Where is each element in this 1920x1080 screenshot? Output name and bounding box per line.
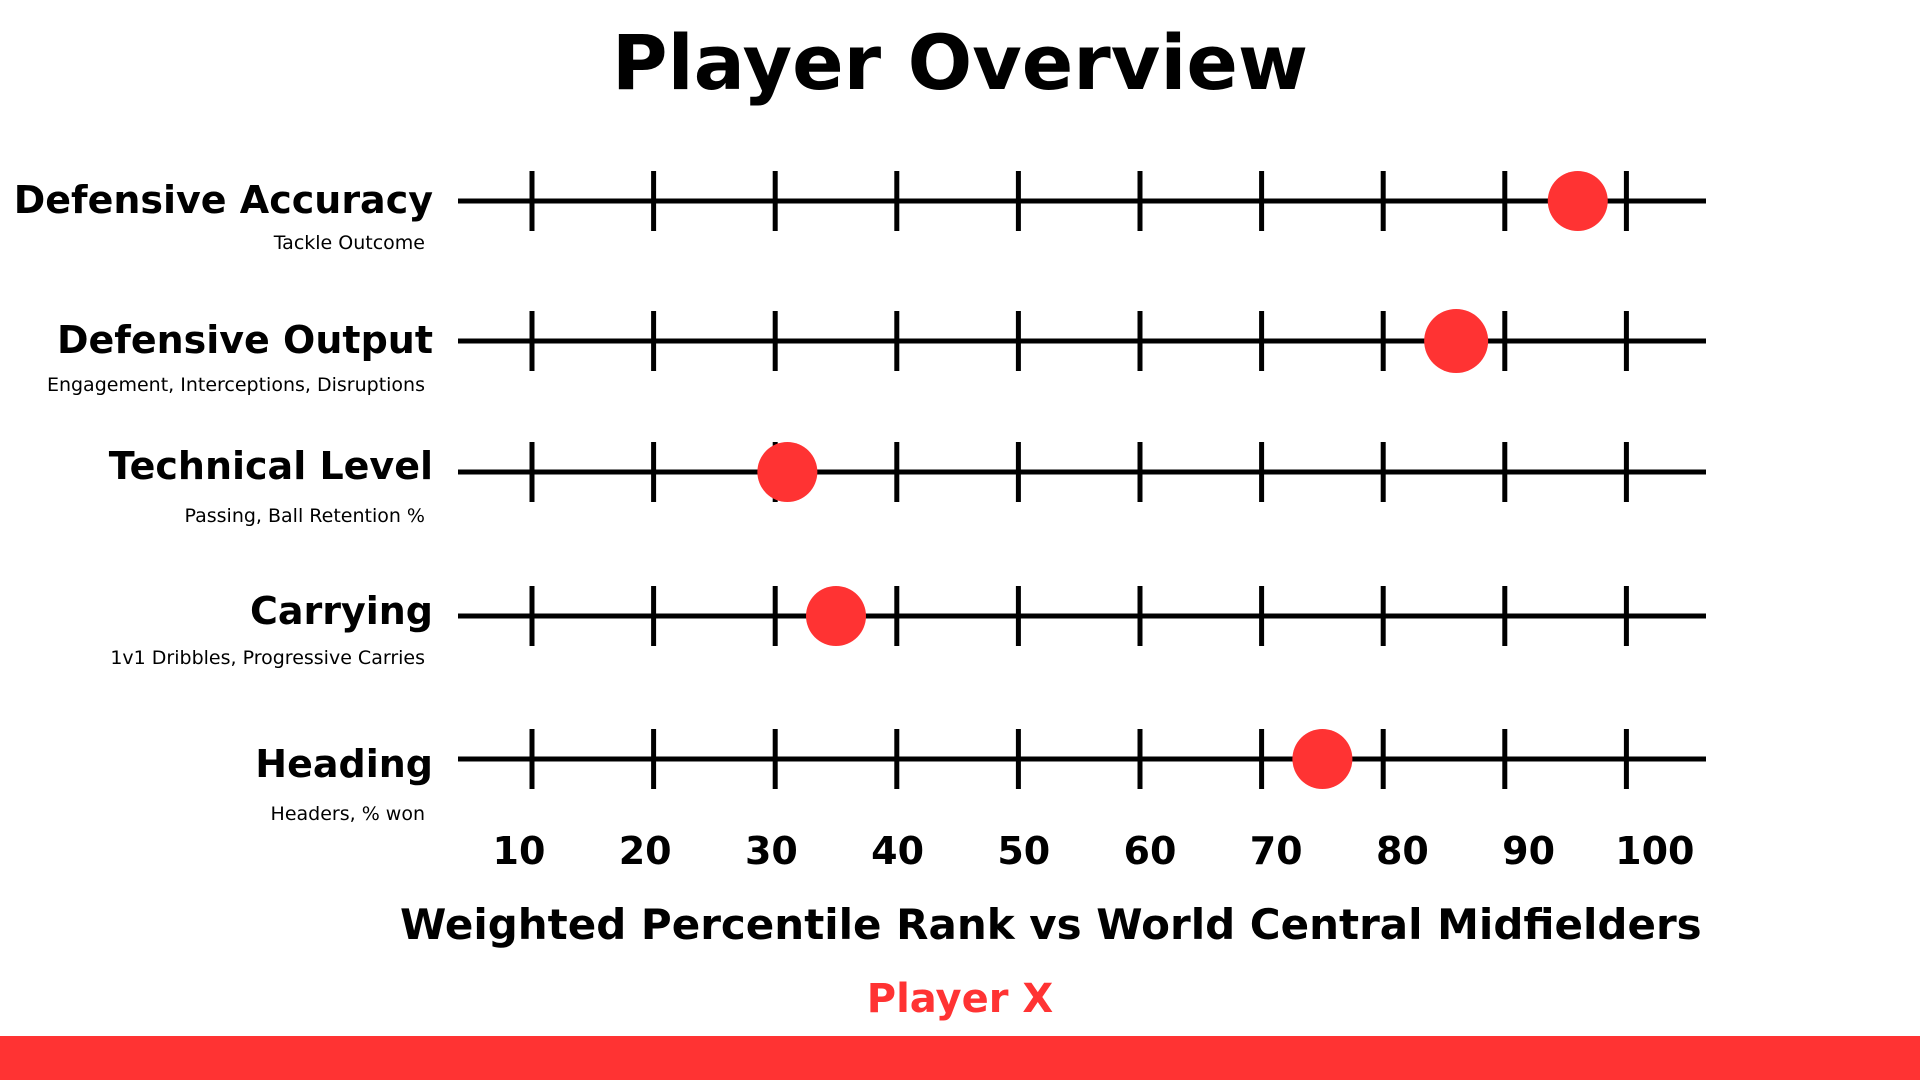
category-sublabel: Engagement, Interceptions, Disruptions <box>46 374 425 396</box>
data-point <box>1547 171 1608 231</box>
category-sublabel: Tackle Outcome <box>273 232 425 254</box>
x-tick-label: 20 <box>618 829 672 873</box>
category-label: Defensive Accuracy <box>13 178 433 222</box>
x-tick-label: 80 <box>1375 829 1429 873</box>
x-tick-label: 10 <box>492 829 546 873</box>
x-tick-label: 40 <box>871 829 925 873</box>
data-point <box>1424 309 1489 373</box>
category-label: Carrying <box>249 589 433 633</box>
footer-bar <box>0 1036 1920 1080</box>
category-sublabel: Headers, % won <box>270 803 425 825</box>
category-label: Technical Level <box>108 444 433 488</box>
chart-title: Player Overview <box>611 18 1309 107</box>
x-tick-label: 70 <box>1249 829 1303 873</box>
x-tick-label: 30 <box>744 829 798 873</box>
data-point <box>1292 729 1353 789</box>
data-point <box>757 442 818 502</box>
x-tick-label: 50 <box>997 829 1051 873</box>
category-label: Heading <box>255 742 433 786</box>
x-tick-label: 100 <box>1615 829 1695 873</box>
player-label: Player X <box>866 976 1054 1022</box>
category-label: Defensive Output <box>56 318 433 362</box>
category-sublabel: Passing, Ball Retention % <box>184 505 426 527</box>
category-sublabel: 1v1 Dribbles, Progressive Carries <box>110 647 425 669</box>
x-tick-label: 90 <box>1502 829 1556 873</box>
data-point <box>806 586 866 646</box>
x-axis-label: Weighted Percentile Rank vs World Centra… <box>400 900 1702 949</box>
x-tick-label: 60 <box>1123 829 1177 873</box>
